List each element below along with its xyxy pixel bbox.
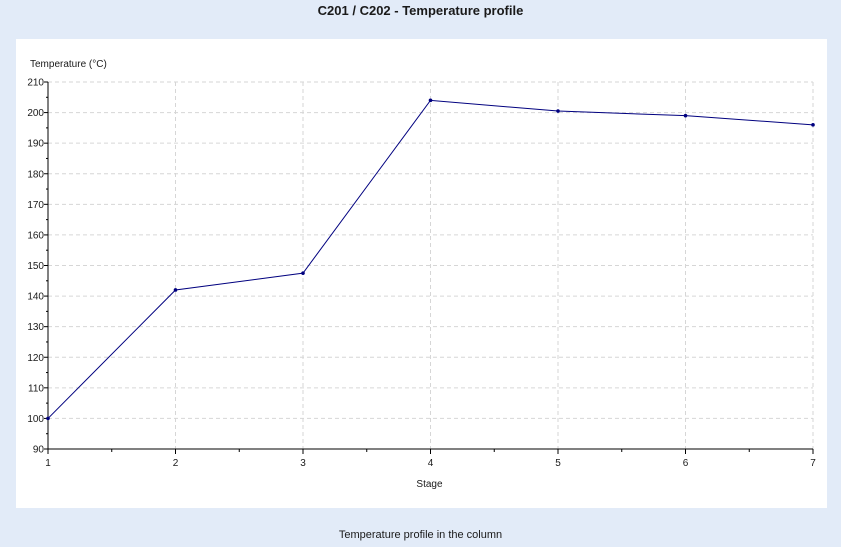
y-tick-label: 210	[27, 78, 44, 89]
data-point	[46, 416, 50, 421]
data-point	[301, 271, 305, 275]
x-tick-label: 2	[173, 458, 179, 469]
x-tick-label: 6	[683, 458, 689, 469]
y-tick-label: 90	[33, 445, 45, 456]
grid-lines	[48, 81, 814, 449]
data-point	[428, 98, 433, 103]
plot-panel	[16, 39, 827, 508]
chart-caption: Temperature profile in the column	[338, 529, 503, 541]
data-point	[683, 113, 688, 118]
x-tick-label: 7	[810, 458, 816, 469]
y-axis-label: Temperature (°C)	[30, 59, 107, 70]
series-layer	[46, 98, 815, 421]
y-tick-label: 200	[27, 108, 44, 119]
y-tick-label: 110	[28, 383, 44, 394]
x-axis-label: Stage	[416, 479, 443, 490]
y-tick-label: 160	[27, 230, 44, 241]
x-tick-label: 5	[555, 458, 561, 469]
y-tick-label: 100	[27, 414, 44, 425]
y-tick-label: 130	[27, 322, 44, 333]
x-tick-label: 3	[300, 458, 306, 469]
data-point	[173, 288, 178, 292]
y-tick-label: 170	[27, 200, 44, 211]
axes	[44, 81, 814, 454]
data-point	[811, 123, 815, 127]
tick-labels: 90 100 110 120 130 140 150 160 170 180 190 200 210 1 2…	[27, 78, 816, 470]
data-point	[556, 109, 560, 113]
y-tick-label: 140	[27, 292, 44, 303]
x-tick-label: 4	[428, 458, 434, 469]
y-tick-label: 120	[27, 353, 44, 364]
x-tick-label: 1	[45, 458, 51, 469]
y-tick-label: 180	[27, 169, 44, 180]
chart-title: C201 / C202 - Temperature profile	[317, 3, 524, 18]
y-tick-label: 150	[27, 261, 44, 272]
y-tick-label: 190	[27, 139, 44, 150]
